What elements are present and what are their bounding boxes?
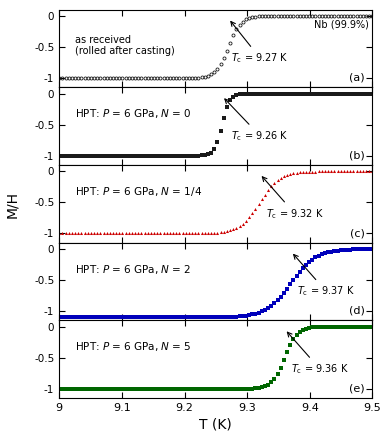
Text: $T_{\mathrm{c}}$ = 9.36 K: $T_{\mathrm{c}}$ = 9.36 K <box>287 332 349 376</box>
Text: HPT: $P$ = 6 GPa, $N$ = 5: HPT: $P$ = 6 GPa, $N$ = 5 <box>75 341 191 353</box>
Text: $T_{\mathrm{c}}$ = 9.27 K: $T_{\mathrm{c}}$ = 9.27 K <box>231 22 289 65</box>
Text: Nb (99.9%): Nb (99.9%) <box>314 19 369 29</box>
Text: $T_{\mathrm{c}}$ = 9.26 K: $T_{\mathrm{c}}$ = 9.26 K <box>225 99 289 143</box>
Text: (e): (e) <box>349 384 364 393</box>
Text: (b): (b) <box>349 150 364 161</box>
Text: (c): (c) <box>350 228 364 238</box>
Text: (a): (a) <box>349 73 364 83</box>
Text: HPT: $P$ = 6 GPa, $N$ = 0: HPT: $P$ = 6 GPa, $N$ = 0 <box>75 107 192 120</box>
Text: (d): (d) <box>349 306 364 316</box>
Text: $T_{\mathrm{c}}$ = 9.37 K: $T_{\mathrm{c}}$ = 9.37 K <box>294 254 355 298</box>
Text: M/H: M/H <box>5 191 19 218</box>
Text: $T_{\mathrm{c}}$ = 9.32 K: $T_{\mathrm{c}}$ = 9.32 K <box>262 177 324 220</box>
Text: as received
(rolled after casting): as received (rolled after casting) <box>75 35 175 56</box>
Text: HPT: $P$ = 6 GPa, $N$ = 1/4: HPT: $P$ = 6 GPa, $N$ = 1/4 <box>75 185 202 198</box>
Text: HPT: $P$ = 6 GPa, $N$ = 2: HPT: $P$ = 6 GPa, $N$ = 2 <box>75 263 191 276</box>
X-axis label: T (K): T (K) <box>199 417 232 431</box>
